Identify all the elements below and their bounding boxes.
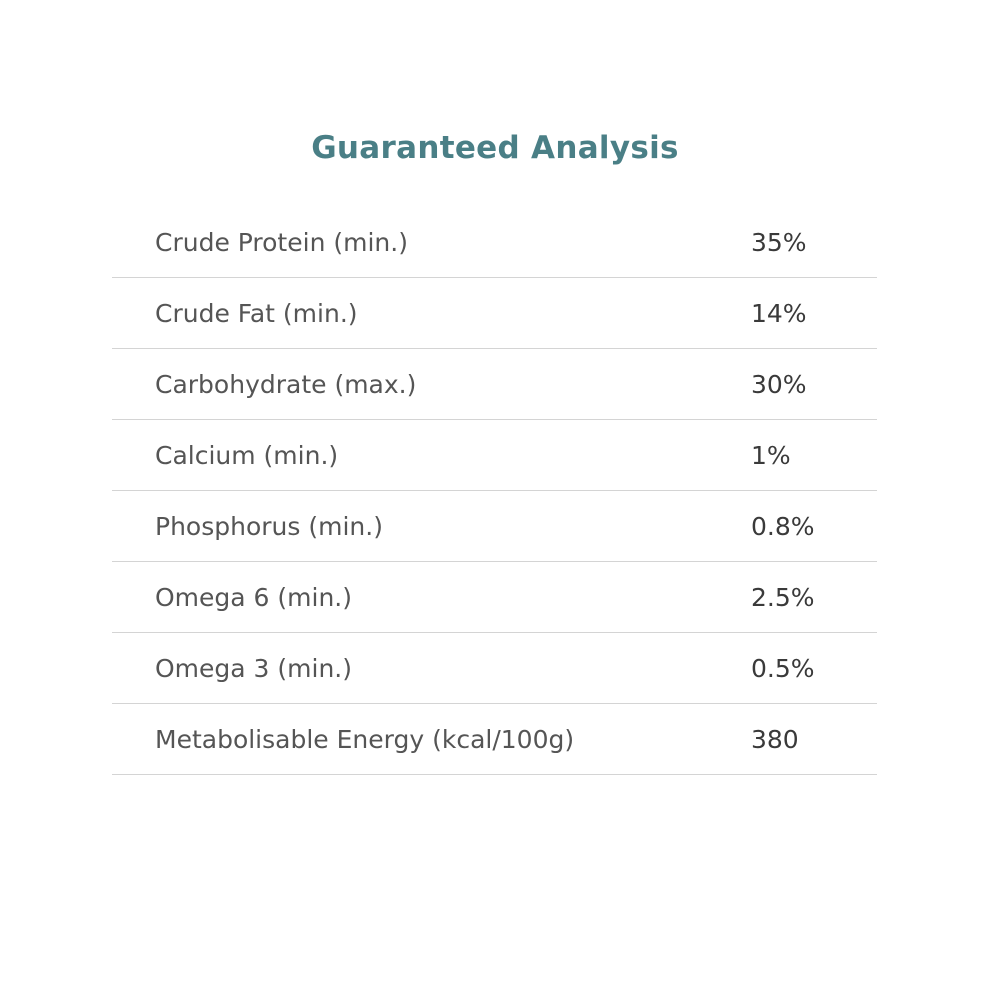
nutrient-label: Omega 3 (min.)	[155, 653, 352, 683]
nutrient-label: Crude Protein (min.)	[155, 227, 408, 257]
nutrient-label: Phosphorus (min.)	[155, 511, 383, 541]
analysis-table: Crude Protein (min.) 35% Crude Fat (min.) 1…	[112, 207, 877, 775]
nutrient-value: 30%	[751, 369, 807, 399]
nutrient-label: Metabolisable Energy (kcal/100g)	[155, 724, 575, 754]
nutrient-value: 2.5%	[751, 582, 815, 612]
nutrient-value: 0.8%	[751, 511, 815, 541]
table-row: Omega 6 (min.) 2.5%	[112, 562, 877, 633]
nutrient-value: 1%	[751, 440, 791, 470]
nutrient-label: Crude Fat (min.)	[155, 298, 358, 328]
nutrient-label: Calcium (min.)	[155, 440, 339, 470]
nutrient-value: 35%	[751, 227, 807, 257]
table-row: Phosphorus (min.) 0.8%	[112, 491, 877, 562]
table-row: Metabolisable Energy (kcal/100g) 380	[112, 704, 877, 775]
table-row: Crude Protein (min.) 35%	[112, 207, 877, 278]
table-row: Crude Fat (min.) 14%	[112, 278, 877, 349]
nutrient-value: 380	[751, 724, 799, 754]
table-row: Omega 3 (min.) 0.5%	[112, 633, 877, 704]
nutrient-label: Omega 6 (min.)	[155, 582, 352, 612]
table-row: Carbohydrate (max.) 30%	[112, 349, 877, 420]
nutrient-label: Carbohydrate (max.)	[155, 369, 417, 399]
nutrient-value: 14%	[751, 298, 807, 328]
title: Guaranteed Analysis	[311, 130, 679, 166]
nutrient-value: 0.5%	[751, 653, 815, 683]
table-row: Calcium (min.) 1%	[112, 420, 877, 491]
